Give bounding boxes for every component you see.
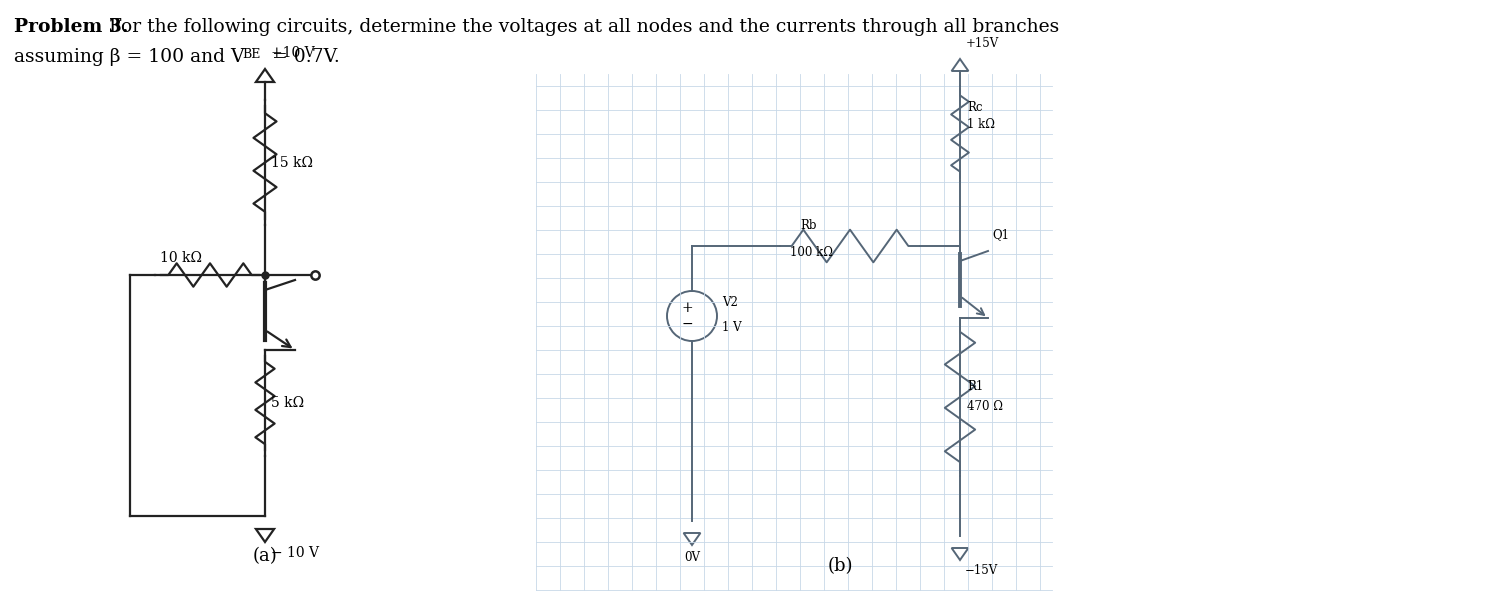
Text: Rb: Rb [800, 219, 816, 232]
Text: 0V: 0V [684, 551, 700, 564]
Text: 5 kΩ: 5 kΩ [272, 396, 304, 410]
Text: (a): (a) [252, 547, 278, 565]
Text: +: + [681, 301, 693, 315]
Text: = 0.7V.: = 0.7V. [266, 48, 339, 66]
Text: 1 V: 1 V [722, 321, 741, 334]
Text: Problem 3.: Problem 3. [13, 18, 129, 36]
Text: R1: R1 [968, 381, 984, 394]
Text: For the following circuits, determine the voltages at all nodes and the currents: For the following circuits, determine th… [110, 18, 1059, 36]
Text: 1 kΩ: 1 kΩ [968, 118, 994, 131]
Text: +15V: +15V [966, 37, 999, 50]
Text: assuming β = 100 and V: assuming β = 100 and V [13, 48, 244, 66]
Text: −15V: −15V [964, 564, 999, 577]
Text: − 10 V: − 10 V [272, 546, 320, 560]
Text: Q1: Q1 [992, 228, 1010, 241]
Text: 100 kΩ: 100 kΩ [790, 246, 832, 259]
Text: (b): (b) [828, 557, 852, 575]
Text: +10 V: +10 V [272, 46, 315, 60]
Text: V2: V2 [722, 296, 738, 309]
Text: 15 kΩ: 15 kΩ [272, 156, 314, 170]
Text: 10 kΩ: 10 kΩ [160, 251, 202, 265]
Text: BE: BE [242, 48, 261, 61]
Text: 470 Ω: 470 Ω [968, 400, 1004, 413]
Text: −: − [681, 317, 693, 331]
Text: Rc: Rc [968, 101, 982, 114]
